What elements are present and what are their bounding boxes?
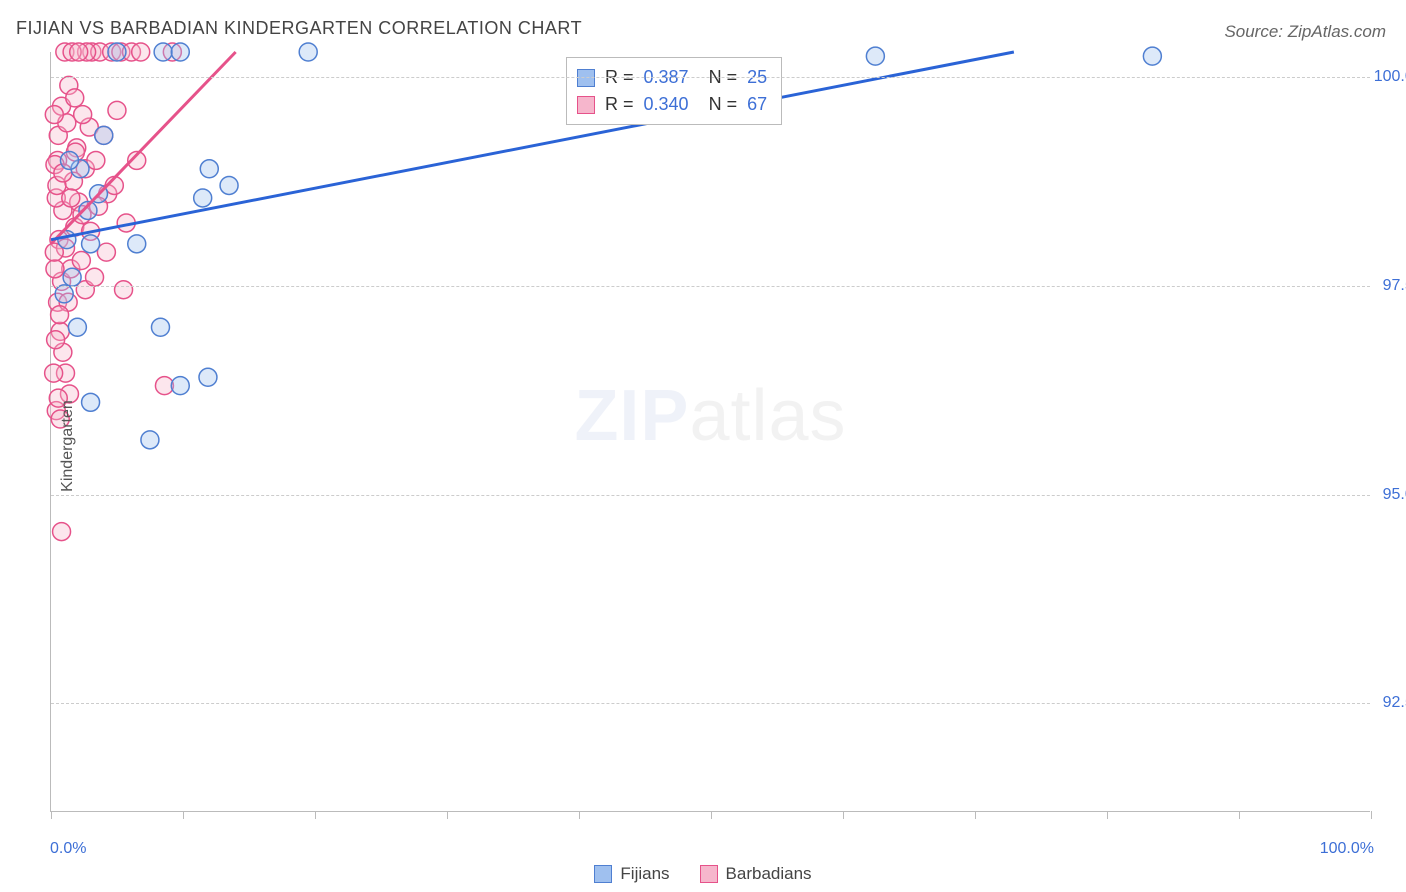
legend-item-barb: Barbadians — [700, 864, 812, 884]
x-tick-max: 100.0% — [1320, 840, 1374, 858]
legend-label-fijian: Fijians — [620, 864, 669, 884]
chart-svg — [51, 52, 1370, 811]
legend-swatch-fijian — [594, 865, 612, 883]
gridline — [51, 286, 1370, 287]
legend-item-fijian: Fijians — [594, 864, 669, 884]
x-tick — [711, 811, 712, 819]
x-tick — [1239, 811, 1240, 819]
x-tick — [843, 811, 844, 819]
stats-row-barb: R = 0.340 N = 67 — [577, 91, 767, 118]
series-legend: Fijians Barbadians — [0, 864, 1406, 884]
y-axis-label: Kindergarten — [59, 400, 77, 492]
gridline — [51, 495, 1370, 496]
swatch-barb — [577, 96, 595, 114]
x-tick — [183, 811, 184, 819]
gridline — [51, 77, 1370, 78]
source-label: Source: ZipAtlas.com — [1224, 22, 1386, 42]
stat-r-barb: 0.340 — [644, 91, 689, 118]
gridline — [51, 703, 1370, 704]
x-tick — [1371, 811, 1372, 819]
x-tick-min: 0.0% — [50, 840, 86, 858]
x-tick — [315, 811, 316, 819]
x-tick — [447, 811, 448, 819]
legend-swatch-barb — [700, 865, 718, 883]
chart-title: FIJIAN VS BARBADIAN KINDERGARTEN CORRELA… — [16, 18, 582, 39]
y-tick-label: 100.0% — [1374, 68, 1406, 86]
y-tick-label: 92.5% — [1383, 694, 1406, 712]
stats-legend: R = 0.387 N = 25 R = 0.340 N = 67 — [566, 57, 782, 125]
x-tick — [1107, 811, 1108, 819]
legend-label-barb: Barbadians — [726, 864, 812, 884]
stat-n-label: N = — [699, 91, 738, 118]
x-tick — [51, 811, 52, 819]
plot-area: ZIPatlas R = 0.387 N = 25 R = 0.340 N = … — [50, 52, 1370, 812]
stat-r-label: R = — [605, 91, 634, 118]
stat-n-barb: 67 — [747, 91, 767, 118]
y-tick-label: 95.0% — [1383, 486, 1406, 504]
x-tick — [975, 811, 976, 819]
x-tick — [579, 811, 580, 819]
y-tick-label: 97.5% — [1383, 277, 1406, 295]
